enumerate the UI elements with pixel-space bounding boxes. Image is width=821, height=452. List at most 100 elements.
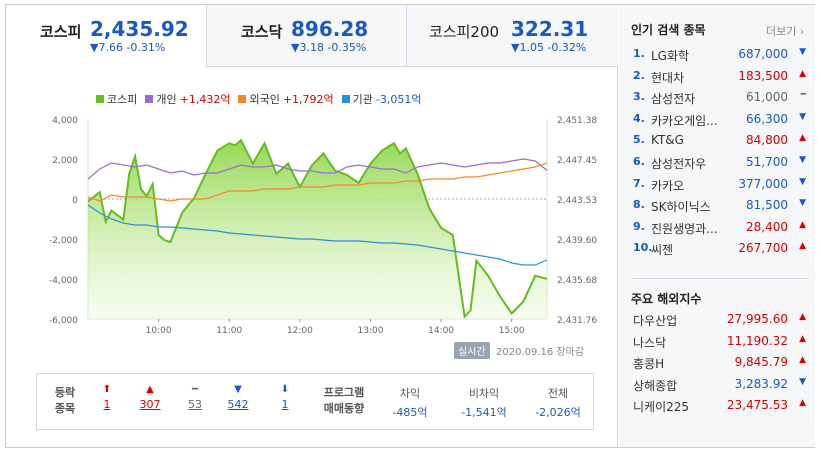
program-trade-item: 비차익 -1,541억 <box>455 385 513 420</box>
tab-kospi200-value: 322.31 <box>511 17 589 41</box>
y-right-tick-label: 2,435.68 <box>557 276 597 286</box>
program-trade-label: 차익 <box>399 387 421 400</box>
breadth-label-top: 등락 <box>54 386 76 399</box>
down-arrow-icon: ▼ <box>799 376 806 387</box>
overseas-title: 주요 해외지수 <box>631 292 702 306</box>
legend-item-institution: 기관 -3,051억 <box>341 91 422 107</box>
y-right-tick-label: 2,447.45 <box>557 156 597 166</box>
popular-name: 카카오게임... <box>651 113 718 128</box>
tab-kospi[interactable]: 코스피 2,435.92 ▼7.66 -0.31% <box>6 5 206 67</box>
program-trade-item: 차익 -485억 <box>381 385 439 420</box>
legend-swatch-individual <box>145 95 154 103</box>
program-trade-label: 비차익 <box>468 387 500 400</box>
up-arrow-icon: ▲ <box>799 355 806 366</box>
sidebar-divider <box>631 278 809 279</box>
breadth-count[interactable]: ⬆ 1 <box>89 384 125 411</box>
market-widget: 코스피 2,435.92 ▼7.66 -0.31% 코스닥 896.28 ▼3.… <box>5 4 815 448</box>
index-tabs: 코스피 2,435.92 ▼7.66 -0.31% 코스닥 896.28 ▼3.… <box>6 5 618 67</box>
popular-item[interactable]: 9. 진원생명과... 28,400 ▲ <box>633 220 808 242</box>
legend-label-individual: 개인 <box>156 93 177 106</box>
popular-title: 인기 검색 종목 <box>631 23 706 37</box>
series-foreign-line <box>87 162 548 202</box>
tab-kospi-value: 2,435.92 <box>90 17 189 41</box>
x-tick-label: 10:00 <box>146 326 172 335</box>
overseas-index-item[interactable]: 나스닥 11,190.32 ▲ <box>633 334 808 355</box>
popular-item[interactable]: 4. 카카오게임... 66,300 ▼ <box>633 112 808 134</box>
popular-rank: 8. <box>633 198 645 212</box>
x-tick-label: 14:00 <box>428 326 454 335</box>
tab-kospi200[interactable]: 코스피200 322.31 ▼1.05 -0.32% <box>406 5 618 67</box>
market-breadth-box: 등락 종목 ⬆ 1 ▲ 307 ━ 53 ▼ 542 ⬇ 1 프로그램 매매동향 차익 -485억 비… <box>36 373 594 430</box>
popular-item[interactable]: 6. 삼성전자우 51,700 ▼ <box>633 155 808 177</box>
popular-item[interactable]: 2. 현대차 183,500 ▲ <box>633 69 808 91</box>
legend-swatch-institution <box>341 95 350 103</box>
more-label: 더보기 <box>766 25 797 38</box>
down-arrow-icon: ▼ <box>799 176 806 187</box>
x-tick-label: 13:00 <box>357 326 383 335</box>
overseas-index-item[interactable]: 상해종합 3,283.92 ▼ <box>633 377 808 398</box>
legend-item-individual: 개인 +1,432억 <box>145 91 230 107</box>
y-right-tick-label: 2,451.38 <box>557 116 597 126</box>
popular-item[interactable]: 5. KT&G 84,800 ▲ <box>633 133 808 155</box>
overseas-index-name: 다우산업 <box>633 314 678 328</box>
breadth-count[interactable]: ⬇ 1 <box>267 384 303 411</box>
popular-price: 66,300 <box>746 111 788 126</box>
popular-name: 카카오 <box>651 178 685 193</box>
overseas-index-item[interactable]: 다우산업 27,995.60 ▲ <box>633 312 808 333</box>
up-arrow-icon: ▲ <box>799 241 806 252</box>
breadth-count-value: 542 <box>227 398 249 411</box>
y-left-tick-label: -2,000 <box>49 236 78 246</box>
popular-price: 84,800 <box>746 133 788 148</box>
popular-item[interactable]: 1. LG화학 687,000 ▼ <box>633 47 808 69</box>
breadth-count[interactable]: ▲ 307 <box>132 384 168 411</box>
breadth-count[interactable]: ▼ 542 <box>220 384 256 411</box>
breadth-label-bottom: 종목 <box>54 402 76 415</box>
upper-limit-icon: ⬆ <box>102 384 112 395</box>
up-arrow-icon: ▲ <box>799 333 806 344</box>
realtime-badge: 실시간 <box>454 342 490 359</box>
popular-name: 현대차 <box>651 70 685 85</box>
y-right-tick-label: 2,431.76 <box>557 316 597 326</box>
popular-item[interactable]: 7. 카카오 377,000 ▼ <box>633 177 808 199</box>
down-arrow-icon: ▼ <box>799 155 806 165</box>
tab-kosdaq-name: 코스닥 <box>241 23 283 41</box>
tab-kospi-change: ▼7.66 -0.31% <box>90 41 166 54</box>
series-individual-line <box>87 158 548 180</box>
popular-item[interactable]: 8. SK하이닉스 81,500 ▼ <box>633 198 808 220</box>
overseas-index-name: 니케이225 <box>633 400 690 415</box>
down-arrow-icon: ▼ <box>799 47 806 57</box>
legend-label-foreign: 외국인 <box>249 93 280 106</box>
more-arrow-icon: › <box>796 25 805 38</box>
chart-legend: 코스피 개인 +1,432억 외국인 +1,792억 기관 -3,051억 <box>96 91 422 107</box>
popular-rank: 5. <box>633 133 645 147</box>
popular-name: 씨젠 <box>651 243 674 258</box>
popular-item[interactable]: 3. 삼성전자 61,000 ━ <box>633 90 808 112</box>
legend-swatch-kospi <box>96 95 104 103</box>
up-arrow-icon: ▲ <box>799 398 806 409</box>
legend-value-individual: +1,432억 <box>179 93 231 106</box>
legend-value-institution: -3,051억 <box>375 93 422 106</box>
tab-kosdaq-value: 896.28 <box>291 17 369 41</box>
breadth-count[interactable]: ━ 53 <box>177 384 213 411</box>
overseas-index-price: 11,190.32 <box>726 333 788 348</box>
overseas-index-item[interactable]: 니케이225 23,475.53 ▲ <box>633 398 808 419</box>
tab-kosdaq[interactable]: 코스닥 896.28 ▼3.18 -0.35% <box>206 5 406 67</box>
program-trade-item: 전체 -2,026억 <box>529 385 587 420</box>
popular-item[interactable]: 10. 씨젠 267,700 ▲ <box>633 241 808 263</box>
more-link[interactable]: 더보기 › <box>766 23 804 39</box>
legend-item-kospi: 코스피 <box>96 91 137 107</box>
popular-rank: 7. <box>633 176 645 190</box>
series-kospi-area <box>88 140 547 319</box>
down-arrow-icon: ▼ <box>799 111 806 122</box>
popular-name: SK하이닉스 <box>651 200 711 215</box>
lower-limit-icon: ⬇ <box>280 384 290 395</box>
main-panel: 코스피 2,435.92 ▼7.66 -0.31% 코스닥 896.28 ▼3.… <box>6 5 618 447</box>
series-kospi-line <box>87 138 548 319</box>
y-left-tick-label: 4,000 <box>52 116 78 126</box>
overseas-index-item[interactable]: 홍콩H 9,845.79 ▲ <box>633 355 808 376</box>
overseas-index-price: 9,845.79 <box>734 355 788 370</box>
intraday-chart: 4,000 2,000 0 -2,000 -4,000 -6,000 2,451.38 2,4… <box>49 116 597 335</box>
program-trade-value: -1,541억 <box>461 406 507 419</box>
down-icon: ▼ <box>234 384 242 395</box>
y-left-tick-label: 2,000 <box>52 156 78 166</box>
